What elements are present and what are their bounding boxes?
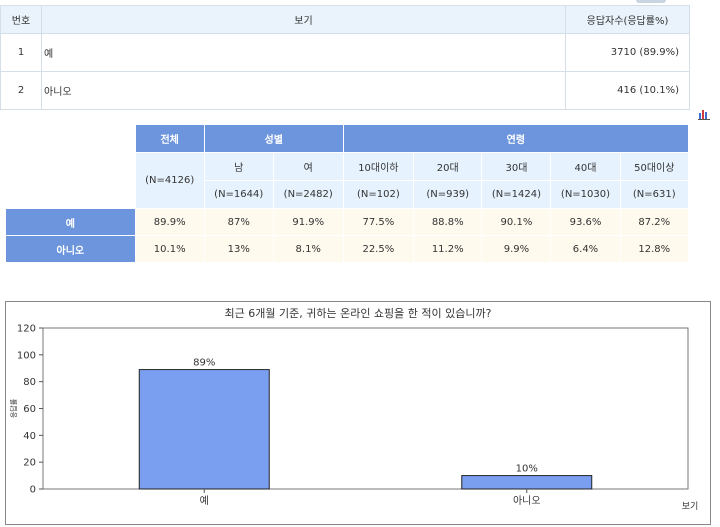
n-value: (N=631) [620, 181, 688, 208]
corner-cell [6, 125, 135, 152]
col-header-count: 응답자수(응답률%) [565, 5, 690, 34]
crosstab-table: 전체 성별 연령 (N=4126) 남 여 10대이하 20대 30대 40대 … [5, 124, 689, 263]
n-total: (N=4126) [135, 153, 204, 208]
value-cell: 77.5% [343, 209, 413, 235]
x-tick-label: 아니오 [513, 495, 541, 507]
value-cell: 89.9% [135, 209, 204, 235]
value-cell: 6.4% [551, 236, 620, 262]
y-tick-label: 40 [23, 431, 36, 442]
value-cell: 87.2% [620, 209, 688, 235]
bar-chart-icon[interactable] [698, 108, 710, 120]
sub-header: 여 [273, 153, 343, 180]
row-label: 아니오 [6, 236, 135, 262]
y-tick-label: 80 [23, 377, 36, 388]
row-number: 2 [0, 71, 42, 110]
group-header-gender: 성별 [204, 125, 343, 152]
n-value: (N=102) [343, 181, 413, 208]
bar-value-label: 10% [516, 464, 538, 475]
summary-row: 2 아니오 416 (10.1%) [0, 71, 690, 110]
y-axis-label: 응답률 [9, 398, 18, 418]
row-label: 예 [6, 209, 135, 235]
bar-value-label: 89% [193, 358, 215, 369]
corner-cell [6, 153, 135, 180]
value-cell: 12.8% [620, 236, 688, 262]
row-option: 예 [41, 33, 566, 72]
sub-header: 남 [204, 153, 273, 180]
summary-row: 1 예 3710 (89.9%) [0, 33, 690, 72]
x-tick-label: 예 [200, 495, 209, 507]
value-cell: 10.1% [135, 236, 204, 262]
n-value: (N=1644) [204, 181, 273, 208]
value-cell: 88.8% [413, 209, 482, 235]
corner-cell [6, 181, 135, 208]
summary-header-row: 번호 보기 응답자수(응답률%) [0, 5, 690, 34]
value-cell: 11.2% [413, 236, 482, 262]
row-count: 416 (10.1%) [565, 71, 690, 110]
value-cell: 8.1% [273, 236, 343, 262]
value-cell: 22.5% [343, 236, 413, 262]
row-option: 아니오 [41, 71, 566, 110]
n-value: (N=1424) [482, 181, 551, 208]
value-cell: 91.9% [273, 209, 343, 235]
row-number: 1 [0, 33, 42, 72]
value-cell: 13% [204, 236, 273, 262]
value-cell: 93.6% [551, 209, 620, 235]
sub-header: 10대이하 [343, 153, 413, 180]
sub-header: 20대 [413, 153, 482, 180]
chart-title: 최근 6개월 기준, 귀하는 온라인 쇼핑을 한 적이 있습니까? [224, 307, 492, 320]
group-header-total: 전체 [135, 125, 204, 152]
crosstab-row-no: 아니오 10.1% 13% 8.1% 22.5% 11.2% 9.9% 6.4%… [6, 236, 688, 262]
y-tick-label: 20 [23, 458, 36, 469]
response-summary-table: 번호 보기 응답자수(응답률%) 1 예 3710 (89.9%) 2 아니오 … [0, 5, 690, 110]
bar [138, 369, 270, 490]
col-header-no: 번호 [0, 5, 42, 34]
n-value: (N=2482) [273, 181, 343, 208]
y-tick-label: 0 [30, 485, 36, 496]
y-tick-label: 100 [17, 350, 36, 361]
y-tick-label: 60 [23, 404, 36, 415]
crosstab-row-yes: 예 89.9% 87% 91.9% 77.5% 88.8% 90.1% 93.6… [6, 209, 688, 235]
value-cell: 9.9% [482, 236, 551, 262]
response-bar-chart: 최근 6개월 기준, 귀하는 온라인 쇼핑을 한 적이 있습니까? 0 20 40 6… [5, 301, 711, 525]
n-value: (N=939) [413, 181, 482, 208]
window-edge-fragment [636, 0, 666, 3]
col-header-option: 보기 [41, 5, 566, 34]
y-tick-label: 120 [17, 324, 36, 335]
value-cell: 87% [204, 209, 273, 235]
sub-header: 50대이상 [620, 153, 688, 180]
group-header-age: 연령 [343, 125, 688, 152]
value-cell: 90.1% [482, 209, 551, 235]
n-value: (N=1030) [551, 181, 620, 208]
sub-header: 40대 [551, 153, 620, 180]
row-count: 3710 (89.9%) [565, 33, 690, 72]
bar [461, 475, 593, 490]
x-axis-label: 보기 [682, 501, 699, 512]
sub-header: 30대 [482, 153, 551, 180]
